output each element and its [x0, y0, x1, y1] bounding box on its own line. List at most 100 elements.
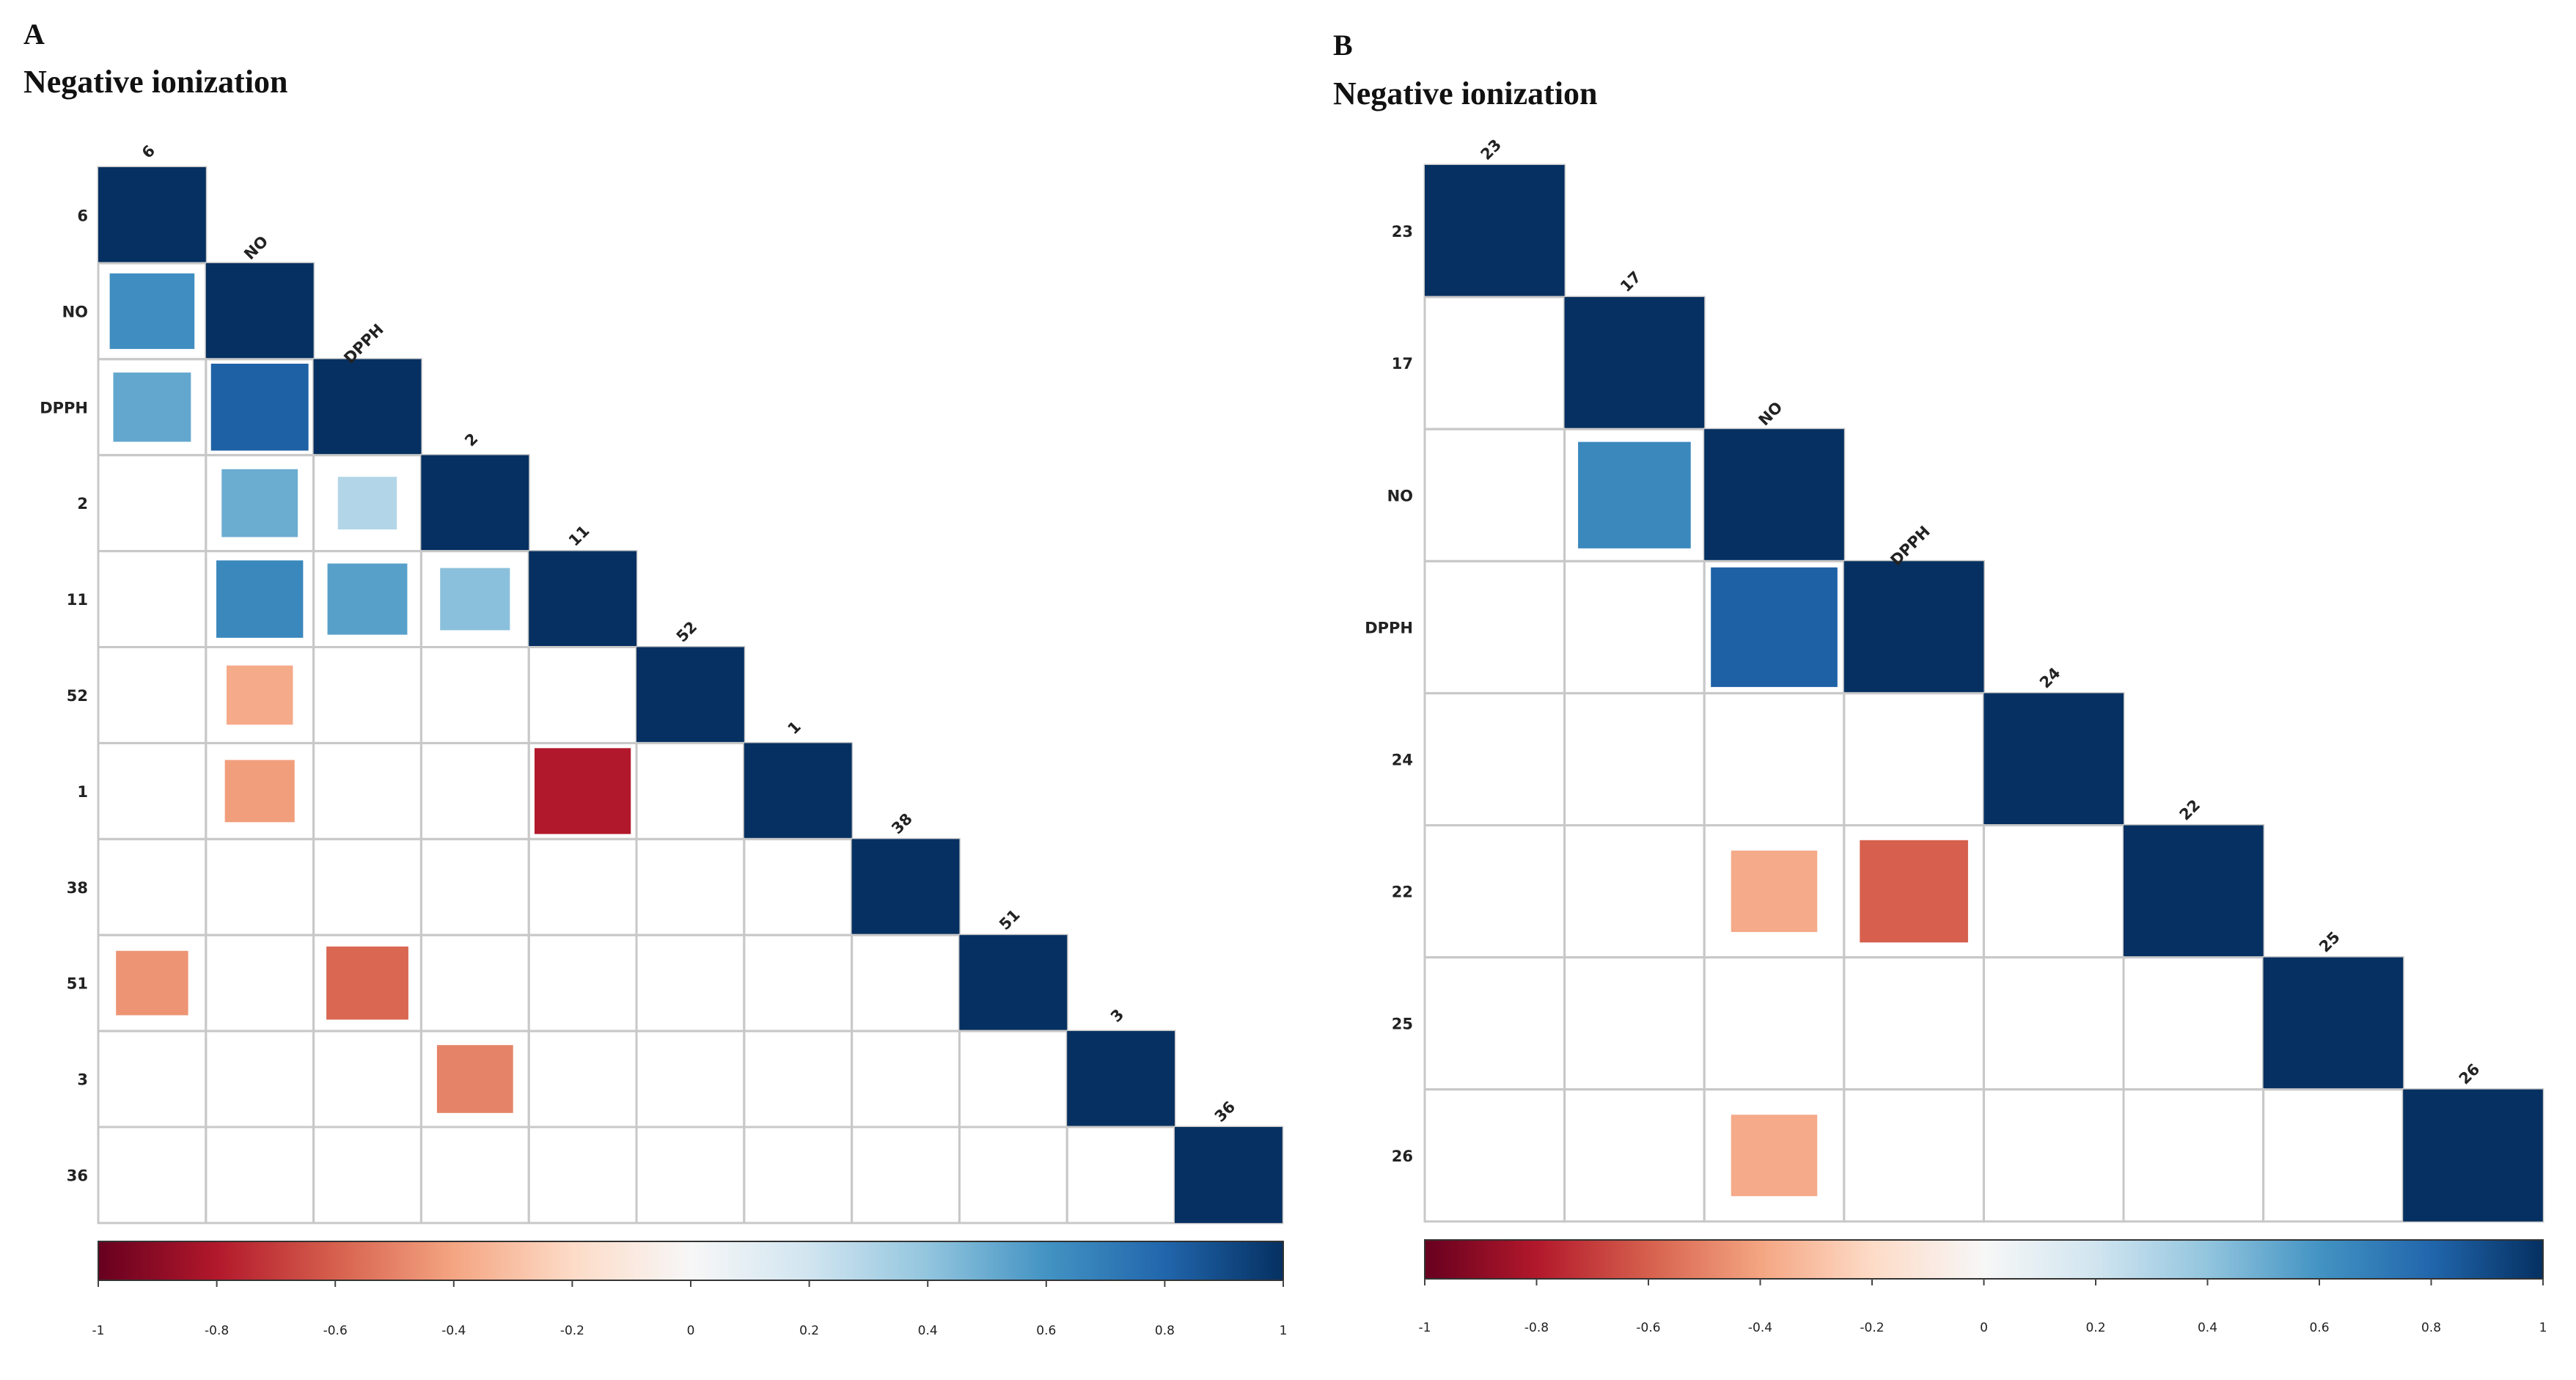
cell-38-6 [97, 837, 208, 936]
corr-square-51-dpph [326, 946, 408, 1020]
diagonal-square-dpph-dpph [1843, 561, 1984, 694]
colorbar-tick-label: -1 [92, 1324, 105, 1338]
colorbar-tick-label: 0.6 [2309, 1321, 2329, 1335]
colorbar-tick-label: 0.2 [799, 1324, 819, 1338]
cell-24-no [1703, 691, 1846, 827]
colorbar-tick-label: -1 [1419, 1321, 1431, 1335]
cell-38-11 [527, 837, 638, 936]
cell-3-11 [527, 1030, 638, 1128]
colorbar-tick-label: -0.4 [1748, 1321, 1772, 1335]
cell-52-11 [527, 646, 638, 744]
colorbar-tick-label: 0 [687, 1324, 695, 1338]
cell-2-6 [97, 454, 208, 553]
row-label-36: 36 [67, 1167, 88, 1184]
col-label-no: NO [241, 232, 271, 263]
cell-36-6 [97, 1126, 208, 1225]
colorbar-tick-label: 0.8 [2421, 1321, 2441, 1335]
cell-3-no [205, 1030, 315, 1128]
cell-25-no [1703, 956, 1846, 1091]
diagonal-square-26-26 [2403, 1089, 2543, 1222]
diagonal-square-36-36 [1175, 1127, 1283, 1223]
row-label-6: 6 [77, 207, 88, 224]
diagonal-square-22-22 [2124, 825, 2264, 958]
col-label-6: 6 [139, 142, 158, 161]
cell-dpph-17 [1563, 559, 1706, 694]
cell-38-dpph [312, 837, 422, 936]
cell-36-1 [743, 1126, 854, 1225]
panel-a-letter: A [23, 18, 45, 51]
diagonal-square-51-51 [959, 935, 1068, 1032]
col-label-24: 24 [2036, 664, 2064, 692]
col-label-1: 1 [785, 718, 804, 738]
cell-26-17 [1563, 1088, 1706, 1223]
cell-dpph-23 [1423, 559, 1566, 694]
diagonal-square-23-23 [1425, 165, 1565, 298]
colorbar-tick-label: 0.6 [1036, 1324, 1056, 1338]
row-label-11: 11 [67, 591, 88, 609]
colorbar-tick-label: 0.8 [1155, 1324, 1175, 1338]
diagonal-square-6-6 [98, 167, 206, 263]
corr-square-no-6 [109, 273, 195, 349]
diagonal-square-2-2 [421, 455, 529, 551]
cell-36-2 [419, 1126, 530, 1225]
col-label-38: 38 [888, 810, 916, 838]
corr-square-11-dpph [327, 563, 408, 635]
cell-3-38 [851, 1030, 961, 1128]
colorbar-tick-label: 1 [2539, 1321, 2547, 1335]
row-label-38: 38 [67, 879, 88, 897]
col-label-11: 11 [565, 522, 593, 550]
cell-26-23 [1423, 1088, 1566, 1223]
cell-52-2 [419, 646, 530, 744]
colorbar-b [1424, 1239, 2544, 1280]
colorbar-tick-label: -0.2 [560, 1324, 584, 1338]
row-label-17: 17 [1392, 355, 1413, 372]
colorbar-tick-label: -0.8 [1524, 1321, 1549, 1335]
colorbar-tick-label: 0 [1980, 1321, 1988, 1335]
panel-a: A Negative ionization 66NONODPPHDPPH2211… [23, 18, 1287, 1338]
corr-square-no-17 [1578, 441, 1691, 548]
cell-26-25 [2262, 1088, 2404, 1223]
cell-36-no [205, 1126, 315, 1225]
cell-3-6 [97, 1030, 208, 1128]
col-label-23: 23 [1478, 136, 1505, 164]
cell-26-24 [1982, 1088, 2125, 1223]
cell-51-no [205, 933, 315, 1032]
corr-square-dpph-6 [113, 372, 191, 442]
cell-51-2 [419, 933, 530, 1032]
corr-square-2-dpph [337, 477, 397, 529]
cell-38-2 [419, 837, 530, 936]
corr-square-11-2 [440, 568, 510, 631]
colorbar-tick-label: -0.6 [323, 1324, 348, 1338]
corr-square-22-no [1731, 851, 1818, 933]
colorbar-tick-label: 0.4 [918, 1324, 938, 1338]
corr-square-26-no [1731, 1115, 1818, 1197]
cell-22-17 [1563, 824, 1706, 959]
cell-1-6 [97, 741, 208, 840]
colorbar-tick-label: 1 [1280, 1324, 1288, 1338]
col-label-25: 25 [2316, 928, 2344, 956]
cell-38-no [205, 837, 315, 936]
cell-3-52 [635, 1030, 746, 1128]
corr-square-11-no [216, 560, 304, 638]
panel-b-letter: B [1333, 29, 1353, 62]
cell-26-dpph [1843, 1088, 1985, 1223]
cell-36-3 [1065, 1126, 1176, 1225]
diagonal-square-dpph-dpph [313, 359, 422, 455]
col-label-51: 51 [996, 906, 1024, 933]
cell-11-6 [97, 550, 208, 648]
corr-square-dpph-no [1711, 567, 1838, 687]
cell-22-24 [1982, 824, 2125, 959]
col-label-22: 22 [2176, 796, 2204, 824]
cell-1-dpph [312, 741, 422, 840]
cell-1-52 [635, 741, 746, 840]
cell-26-22 [2122, 1088, 2265, 1223]
colorbar-tick-label: -0.6 [1636, 1321, 1660, 1335]
cell-25-17 [1563, 956, 1706, 1091]
corr-square-1-11 [534, 748, 631, 834]
cell-no-23 [1423, 427, 1566, 562]
cell-3-51 [958, 1030, 1068, 1128]
cell-24-23 [1423, 691, 1566, 827]
cell-51-1 [743, 933, 854, 1032]
cell-38-1 [743, 837, 854, 936]
